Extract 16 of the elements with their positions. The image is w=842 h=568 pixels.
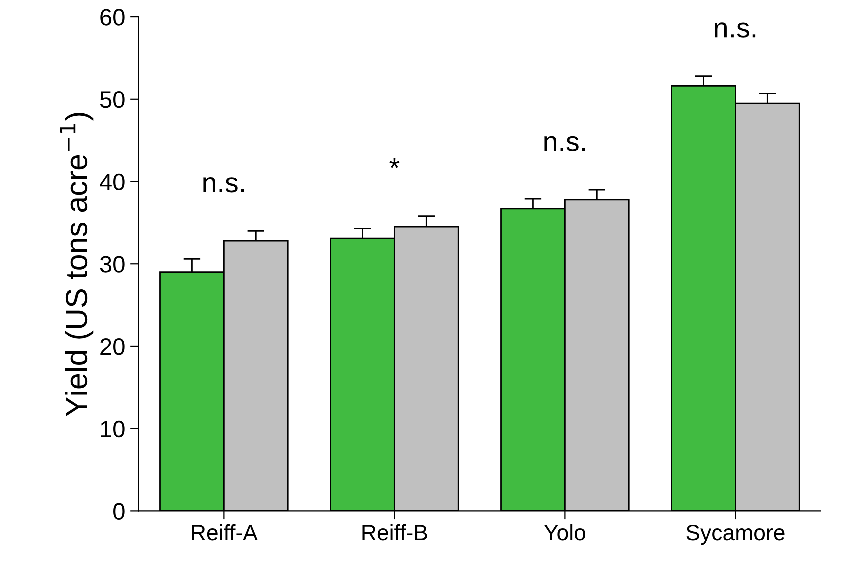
annotation: * [390, 158, 400, 168]
y-tick-label: 50 [100, 91, 125, 108]
y-tick-label: 10 [101, 420, 125, 438]
x-tick-label: Reiff-B [362, 524, 428, 541]
y-tick-label: 20 [100, 338, 125, 356]
x-tick-label: Yolo [544, 524, 586, 541]
x-tick-label: Reiff-A [192, 524, 258, 541]
x-tick-label: Sycamore [686, 524, 785, 546]
y-tick-label: 0 [114, 503, 125, 520]
annotation: n.s. [204, 178, 244, 193]
annotation: n.s. [715, 22, 756, 38]
y-axis-title: Yield (US tons acre$^{−1}$) [60, 113, 94, 417]
y-tick-label: 40 [100, 174, 125, 191]
annotation: n.s. [544, 136, 586, 152]
y-tick-label: 60 [100, 9, 125, 26]
y-tick-label: 30 [100, 256, 125, 273]
